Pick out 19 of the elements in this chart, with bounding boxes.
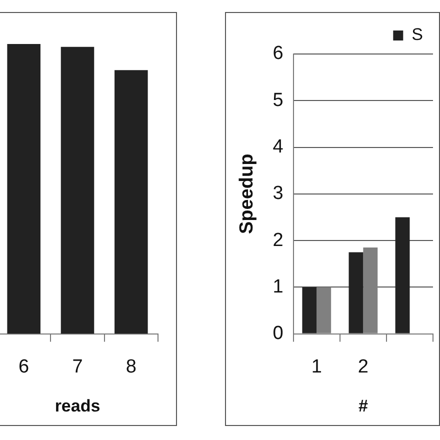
y-axis-title: Speedup: [236, 154, 258, 234]
x-tick-label: 7: [72, 356, 83, 378]
y-tick-label: 1: [272, 276, 284, 298]
x-tick-label: 6: [18, 356, 30, 378]
y-tick-label: 0: [272, 323, 284, 344]
x-axis-title: reads: [54, 396, 100, 416]
y-tick-label: 3: [272, 183, 284, 204]
bar: [348, 252, 364, 334]
x-tick-label: 8: [126, 356, 136, 378]
x-tick-label: 2: [358, 356, 368, 378]
y-tick-label: 6: [272, 43, 284, 64]
y-tick-label: 2: [272, 230, 284, 251]
y-tick-label: 4: [272, 136, 284, 158]
bar: [395, 217, 410, 334]
legend-label: S: [412, 25, 424, 44]
y-tick-label: 5: [272, 90, 284, 111]
x-axis-title: #: [358, 396, 368, 416]
bar: [302, 287, 317, 334]
x-tick-label: 1: [311, 356, 322, 378]
